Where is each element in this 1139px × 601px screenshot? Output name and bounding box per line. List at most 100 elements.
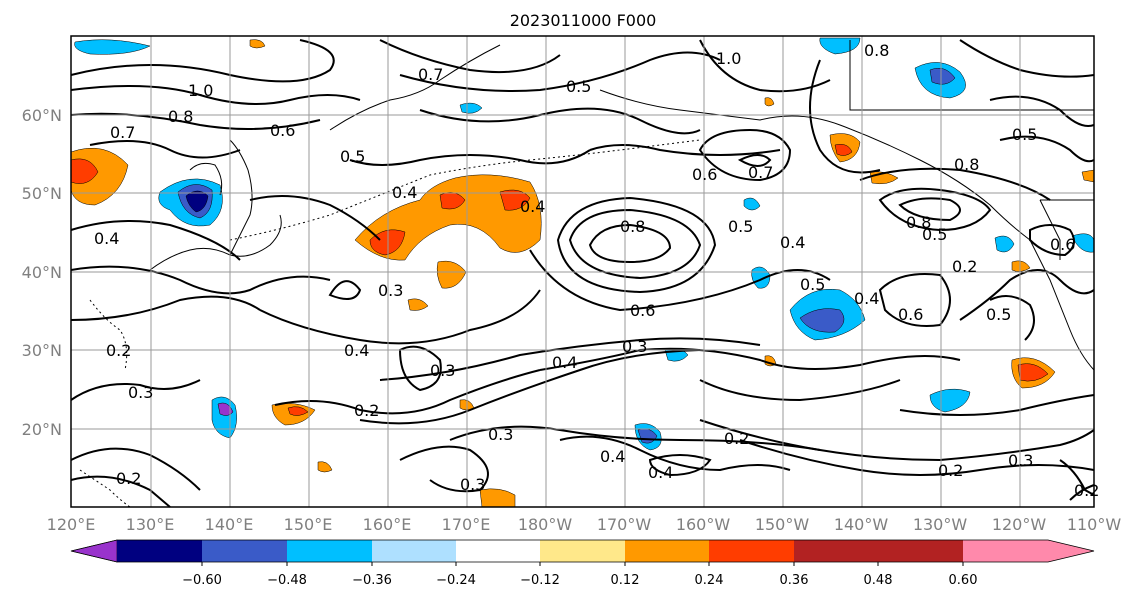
- contour-label: 0.4: [648, 463, 673, 482]
- contour-label: 0.8: [954, 155, 979, 174]
- contour-label: 1.0: [716, 49, 741, 68]
- contour-label: 0.5: [566, 77, 591, 96]
- lon-label: 120°W: [992, 515, 1047, 534]
- contour-label: 0.5: [922, 225, 947, 244]
- colorbar-segment: [372, 540, 456, 562]
- contour-label: 0.3: [622, 337, 647, 356]
- map-area: 0.7 1.0 0.8 0.6 0.7 0.5 1.0 0.8 0.5 0.5 …: [70, 35, 1099, 508]
- lon-label: 110°W: [1067, 515, 1122, 534]
- coastlines: [79, 40, 1095, 508]
- contour-label: 0.4: [552, 353, 577, 372]
- lon-label: 150°W: [755, 515, 810, 534]
- colorbar-lower-extension: [70, 539, 118, 563]
- contour-label: 0.3: [460, 475, 485, 494]
- contour-label: 0.7: [748, 163, 773, 182]
- contour-label: 0.6: [630, 301, 655, 320]
- contour-label: 0.2: [106, 341, 131, 360]
- contour-label: 0.4: [780, 233, 805, 252]
- contour-label: 0.4: [344, 341, 369, 360]
- lon-label: 170°W: [597, 515, 652, 534]
- contour-label: 0.5: [800, 275, 825, 294]
- gridlines: [71, 36, 1094, 507]
- contour-lines: [70, 39, 1095, 508]
- colorbar-upper-arrow: [1048, 540, 1094, 562]
- lat-label: 30°N: [22, 341, 62, 360]
- colorbar-label: −0.24: [436, 573, 476, 588]
- colorbar-segment: [794, 540, 878, 562]
- colorbar-label: 0.60: [949, 573, 978, 588]
- colorbar-segment: [878, 540, 963, 562]
- contour-label: 0.8: [906, 213, 931, 232]
- contour-label: 0.4: [854, 289, 879, 308]
- contour-label: 1.0: [188, 81, 213, 100]
- contour-label: 0.6: [898, 305, 923, 324]
- contour-label: 0.4: [94, 229, 119, 248]
- contour-label: 0.7: [110, 123, 135, 142]
- contour-label: 0.5: [986, 305, 1011, 324]
- contour-label: 0.2: [952, 257, 977, 276]
- lon-label: 130°W: [913, 515, 968, 534]
- colorbar-segment: [709, 540, 794, 562]
- colorbar-segment: [540, 540, 625, 562]
- contour-label: 0.4: [600, 447, 625, 466]
- colorbar-segment: [963, 540, 1048, 562]
- lon-label: 160°E: [363, 515, 412, 534]
- lat-label: 50°N: [22, 184, 62, 203]
- lon-label: 180°W: [518, 515, 573, 534]
- contour-label: 0.5: [1012, 125, 1037, 144]
- colorbar: −0.60 −0.48 −0.36 −0.24 −0.12 0.12 0.24 …: [70, 539, 1095, 588]
- contour-label: 0.5: [728, 217, 753, 236]
- contour-label: 0.7: [418, 65, 443, 84]
- colorbar-label: 0.12: [611, 573, 640, 588]
- colorbar-segment: [287, 540, 372, 562]
- colorbar-label: −0.60: [182, 573, 222, 588]
- lon-label: 170°E: [442, 515, 491, 534]
- contour-label: 0.8: [864, 41, 889, 60]
- contour-label: 0.6: [270, 121, 295, 140]
- longitude-labels: 120°E 130°E 140°E 150°E 160°E 170°E 180°…: [47, 515, 1122, 534]
- contour-label: 0.3: [378, 281, 403, 300]
- contour-label: 0.2: [354, 401, 379, 420]
- contour-label: 0.3: [128, 383, 153, 402]
- colorbar-label: 0.48: [864, 573, 893, 588]
- contour-label: 0.8: [168, 107, 193, 126]
- lon-label: 130°E: [126, 515, 175, 534]
- shaded-anomaly-patches: [70, 37, 1095, 508]
- contour-label: 0.2: [1074, 481, 1099, 500]
- contour-label: 0.3: [488, 425, 513, 444]
- lat-label: 20°N: [22, 420, 62, 439]
- colorbar-segment: [202, 540, 287, 562]
- contour-label: 0.3: [430, 361, 455, 380]
- colorbar-segment: [625, 540, 709, 562]
- colorbar-label: −0.12: [520, 573, 560, 588]
- lat-label: 40°N: [22, 263, 62, 282]
- colorbar-ticks: [201, 562, 964, 566]
- latitude-labels: 60°N 50°N 40°N 30°N 20°N: [22, 106, 62, 439]
- lon-label: 140°W: [834, 515, 889, 534]
- contour-label: 0.3: [1008, 451, 1033, 470]
- colorbar-segment: [117, 540, 202, 562]
- contour-label: 0.4: [392, 183, 417, 202]
- contour-label: 0.2: [938, 461, 963, 480]
- colorbar-label: 0.24: [695, 573, 724, 588]
- colorbar-tick-labels: −0.60 −0.48 −0.36 −0.24 −0.12 0.12 0.24 …: [182, 573, 977, 588]
- figure-title: 2023011000 F000: [510, 11, 657, 30]
- lon-label: 160°W: [676, 515, 731, 534]
- lon-label: 120°E: [47, 515, 96, 534]
- contour-label: 0.6: [692, 165, 717, 184]
- contour-label: 0.8: [620, 217, 645, 236]
- colorbar-label: −0.48: [267, 573, 307, 588]
- lat-label: 60°N: [22, 106, 62, 125]
- colorbar-segment: [456, 540, 540, 562]
- contour-label: 0.2: [724, 429, 749, 448]
- colorbar-label: −0.36: [352, 573, 392, 588]
- contour-label: 0.5: [340, 147, 365, 166]
- lon-label: 140°E: [205, 515, 254, 534]
- contour-labels: 0.7 1.0 0.8 0.6 0.7 0.5 1.0 0.8 0.5 0.5 …: [94, 41, 1099, 500]
- colorbar-label: 0.36: [780, 573, 809, 588]
- contour-label: 0.2: [116, 469, 141, 488]
- contour-label: 0.4: [520, 197, 545, 216]
- contour-label: 0.6: [1050, 235, 1075, 254]
- lon-label: 150°E: [284, 515, 333, 534]
